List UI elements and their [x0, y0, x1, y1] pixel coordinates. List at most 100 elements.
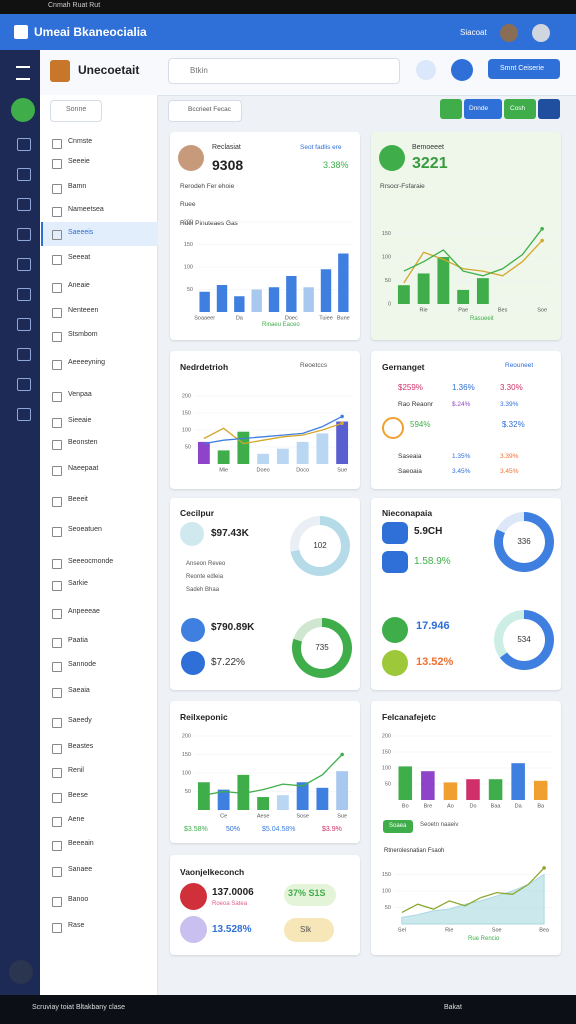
- rail-icon[interactable]: [17, 408, 31, 421]
- menu-icon[interactable]: [52, 841, 62, 851]
- action-button[interactable]: [504, 99, 536, 119]
- sidebar-search[interactable]: [50, 100, 102, 122]
- menu-item[interactable]: Seeeat: [68, 254, 91, 261]
- menu-icon[interactable]: [52, 440, 62, 450]
- menu-icon[interactable]: [52, 207, 62, 217]
- menu-icon[interactable]: [52, 559, 62, 569]
- menu-item[interactable]: Paatia: [68, 637, 88, 644]
- action-button[interactable]: [464, 99, 502, 119]
- menu-icon[interactable]: [52, 184, 62, 194]
- menu-icon[interactable]: [52, 392, 62, 402]
- menu-icon[interactable]: [52, 718, 62, 728]
- menu-icon[interactable]: [52, 497, 62, 507]
- menu-item[interactable]: Sarkie: [68, 580, 88, 587]
- filter-box[interactable]: [168, 100, 242, 122]
- menu-item[interactable]: Sanaee: [68, 866, 93, 873]
- rail-icon[interactable]: [17, 378, 31, 391]
- menu-item[interactable]: Renil: [68, 767, 84, 774]
- menu-item[interactable]: Saeaia: [68, 687, 90, 694]
- rail-icon[interactable]: [17, 138, 31, 151]
- menu-icon[interactable]: [52, 662, 62, 672]
- action-button[interactable]: [440, 99, 462, 119]
- rail-icon[interactable]: [17, 288, 31, 301]
- menu-item[interactable]: Stsmbom: [68, 331, 98, 338]
- menu-item[interactable]: Beeeain: [68, 840, 94, 847]
- menu-item[interactable]: Cnmste: [68, 138, 93, 145]
- menu-item[interactable]: Banoo: [68, 896, 89, 903]
- menu-icon[interactable]: [52, 923, 62, 933]
- primary-button[interactable]: [488, 59, 560, 79]
- rail-icon[interactable]: [17, 348, 31, 361]
- menu-item[interactable]: Aeeeeyning: [68, 359, 105, 366]
- menu-item[interactable]: Rase: [68, 922, 85, 929]
- menu-icon[interactable]: [52, 817, 62, 827]
- line: [203, 754, 343, 796]
- search-box[interactable]: [168, 58, 400, 84]
- y-tick-label: 150: [182, 752, 191, 758]
- menu-icon[interactable]: [52, 581, 62, 591]
- donut-center: 336: [517, 537, 531, 546]
- menu-item[interactable]: Seeeocmonde: [68, 558, 114, 565]
- menu-icon[interactable]: [52, 308, 62, 318]
- icon-button[interactable]: [451, 59, 473, 81]
- menu-icon[interactable]: [52, 768, 62, 778]
- menu-icon[interactable]: [52, 527, 62, 537]
- table-cell: 3.45%: [500, 468, 519, 475]
- menu-item[interactable]: Saeedy: [68, 717, 92, 724]
- menu-icon[interactable]: [52, 332, 62, 342]
- menu-item[interactable]: Beonsten: [68, 439, 98, 446]
- menu-item[interactable]: Aneaie: [68, 282, 90, 289]
- menu-item[interactable]: Anpeeeae: [68, 608, 100, 615]
- menu-item[interactable]: Beeeit: [68, 496, 88, 503]
- stat-icon: [181, 651, 205, 675]
- menu-icon[interactable]: [52, 688, 62, 698]
- menu-item[interactable]: Sannode: [68, 661, 97, 668]
- menu-icon[interactable]: [52, 744, 62, 754]
- stat-icon: [181, 618, 205, 642]
- menu-icon[interactable]: [52, 793, 62, 803]
- menu-icon[interactable]: [52, 638, 62, 648]
- menu-icon[interactable]: [52, 867, 62, 877]
- card-title: Bemoeeet: [412, 144, 444, 151]
- pill: [284, 918, 334, 942]
- x-tick-label: Bune: [337, 315, 350, 321]
- menu-icon[interactable]: [52, 159, 62, 169]
- menu-item[interactable]: Venpaa: [68, 391, 92, 398]
- action-button[interactable]: [538, 99, 560, 119]
- icon-button[interactable]: [416, 60, 436, 80]
- rail-icon[interactable]: [17, 228, 31, 241]
- menu-icon[interactable]: [52, 360, 62, 370]
- menu-icon[interactable]: [52, 897, 62, 907]
- menu-icon[interactable]: [52, 255, 62, 265]
- rail-icon[interactable]: [17, 168, 31, 181]
- action-label[interactable]: Dnnde: [469, 105, 489, 112]
- x-tick-label: Sue: [337, 467, 347, 473]
- menu-item[interactable]: Nenteeen: [68, 307, 99, 314]
- menu-icon[interactable]: [52, 230, 62, 240]
- menu-item[interactable]: Beastes: [68, 743, 94, 750]
- menu-item[interactable]: Nameetsea: [68, 206, 104, 213]
- menu-icon[interactable]: [52, 609, 62, 619]
- card-link[interactable]: Reouneet: [505, 362, 534, 369]
- menu-item[interactable]: Bamn: [68, 183, 87, 190]
- app-title: Umeai Bkaneocialia: [34, 25, 147, 39]
- menu-item[interactable]: Seeeie: [68, 158, 90, 165]
- menu-item[interactable]: Saeeeis: [68, 229, 94, 236]
- menu-item[interactable]: Naeepaat: [68, 465, 99, 472]
- card-link[interactable]: Seot fadlis ere: [300, 144, 342, 151]
- menu-icon[interactable]: [52, 466, 62, 476]
- menu-item[interactable]: Seoeatuen: [68, 526, 102, 533]
- action-label[interactable]: Cosh: [510, 105, 526, 112]
- menu-item[interactable]: Aene: [68, 816, 85, 823]
- menu-item[interactable]: Sieeaie: [68, 417, 92, 424]
- menu-icon[interactable]: [52, 418, 62, 428]
- rail-icon[interactable]: [17, 318, 31, 331]
- rail-icon[interactable]: [17, 198, 31, 211]
- menu-button[interactable]: [16, 66, 30, 80]
- button-label[interactable]: Smnt Ceiserie: [500, 65, 544, 72]
- menu-item[interactable]: Beese: [68, 792, 88, 799]
- rail-icon[interactable]: [17, 258, 31, 271]
- menu-icon[interactable]: [52, 283, 62, 293]
- menu-icon[interactable]: [52, 139, 62, 149]
- donut-segment: [494, 512, 554, 572]
